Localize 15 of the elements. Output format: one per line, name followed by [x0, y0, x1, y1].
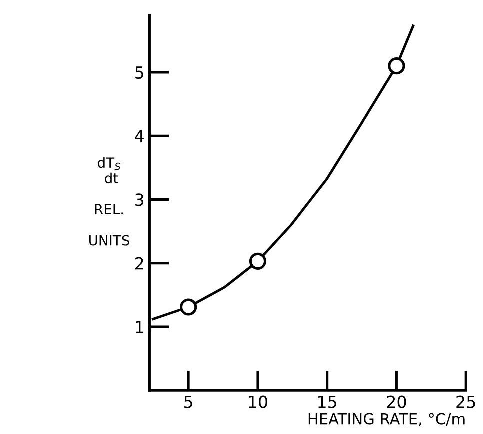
- y-tick-label: 3: [136, 194, 144, 206]
- x-tick-label: 25: [456, 396, 476, 408]
- x-tick-label: 5: [184, 396, 192, 408]
- point: [388, 58, 406, 75]
- text: dT$_{S}$ dt REL. UNITS: [89, 157, 130, 246]
- point: [180, 298, 198, 316]
- x-tick-label: 15: [318, 396, 336, 408]
- point: [249, 252, 266, 270]
- x-axis-title: HEATING RATE, °C/m: [308, 413, 465, 426]
- y-tick-label: 1: [136, 321, 144, 334]
- y-tick-label: 4: [135, 130, 144, 142]
- x-tick-label: 10: [249, 396, 268, 408]
- y-tick-label: 2: [135, 257, 144, 270]
- x-tick-label: 20: [387, 396, 406, 408]
- y-tick-label: 5: [136, 66, 144, 80]
